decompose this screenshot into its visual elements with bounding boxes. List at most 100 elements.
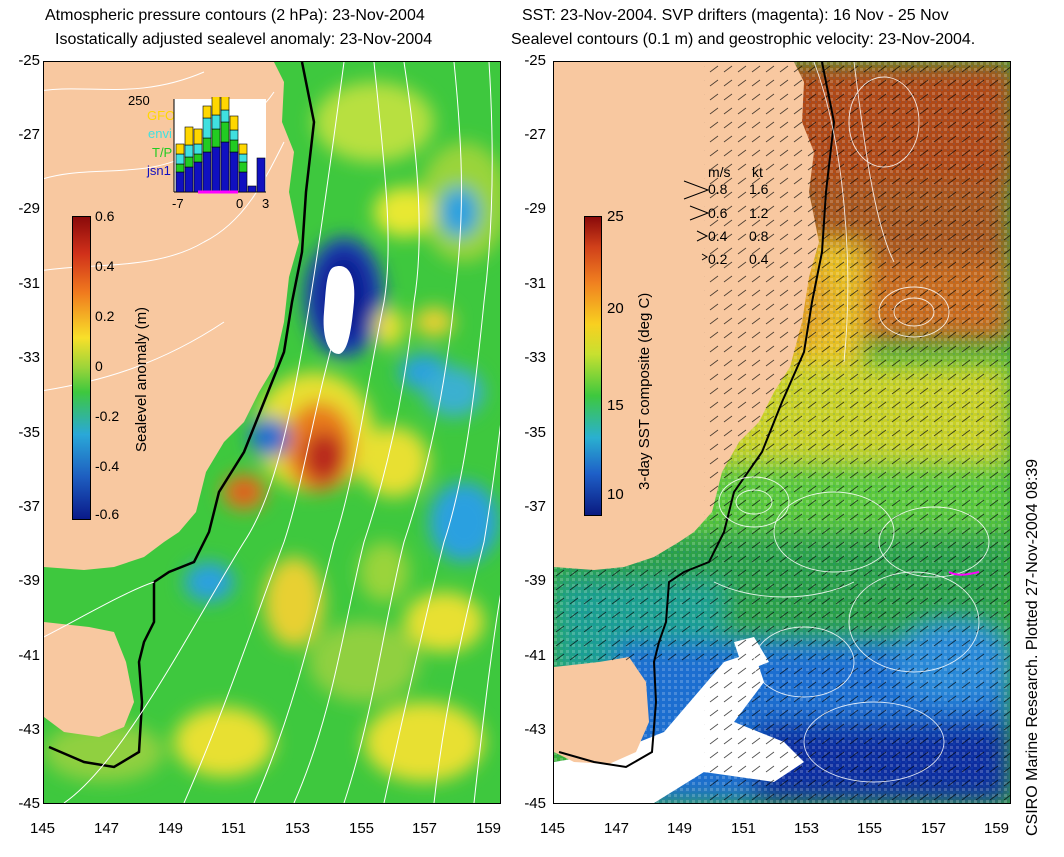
velocity-legend-ms: 0.4 (708, 228, 728, 244)
histogram-bar-segment (184, 126, 194, 146)
left-lon-label: 147 (94, 820, 120, 837)
right-lat-label: -31 (524, 275, 546, 292)
sealevel-colorbar-tick: 0.2 (95, 308, 115, 324)
histogram-bar-segment (238, 161, 248, 173)
sst-colorbar-tick: 20 (607, 300, 624, 317)
left-lon-label: 145 (30, 820, 56, 837)
velocity-legend-kt: 1.2 (749, 205, 769, 221)
left-lat-label: -45 (18, 795, 40, 812)
left-lat-label: -33 (18, 349, 40, 366)
left-lon-label: 157 (412, 820, 438, 837)
right-lat-label: -27 (524, 126, 546, 143)
sst-map-graphic (554, 62, 1010, 803)
sealevel-colorbar-tick: -0.6 (95, 506, 120, 522)
right-lon-label: 155 (857, 820, 883, 837)
right-lat-label: -25 (524, 52, 546, 69)
left-lon-label: 151 (221, 820, 247, 837)
right-lat-label: -29 (524, 200, 546, 217)
left-lat-label: -25 (18, 52, 40, 69)
right-lat-label: -45 (524, 795, 546, 812)
sealevel-colorbar-tick: -0.4 (95, 458, 120, 474)
sealevel-colorbar-tick: 0.6 (95, 208, 115, 224)
left-lon-label: 159 (476, 820, 502, 837)
right-lat-label: -35 (524, 424, 546, 441)
histogram-bar-segment (202, 117, 212, 139)
sealevel-colorbar-tick: 0.4 (95, 258, 115, 274)
left-lat-label: -43 (18, 721, 40, 738)
inset-max-label: 250 (128, 93, 150, 108)
histogram-bar-segment (202, 151, 212, 193)
sst-colorbar-tick: 25 (607, 208, 624, 225)
velocity-legend-header-kt: kt (752, 164, 763, 180)
left-lat-label: -39 (18, 572, 40, 589)
velocity-legend-header-ms: m/s (708, 164, 731, 180)
sst-colorbar-tick: 10 (607, 486, 624, 503)
inset-legend-jsn1: jsn1 (147, 163, 171, 178)
velocity-legend-ms: 0.8 (708, 181, 728, 197)
left-lon-label: 155 (349, 820, 375, 837)
velocity-legend-kt: 0.8 (749, 228, 769, 244)
histogram-bar-segment (175, 171, 185, 193)
histogram-bar-segment (229, 151, 239, 193)
histogram-bar-segment (193, 161, 203, 193)
histogram-bar-segment (193, 143, 203, 155)
sealevel-colorbar (72, 216, 91, 520)
histogram-bar-segment (220, 141, 230, 193)
velocity-legend-kt: 0.4 (749, 251, 769, 267)
velocity-legend-kt: 1.6 (749, 181, 769, 197)
histogram-bar-segment (211, 114, 221, 130)
left-lat-label: -31 (18, 275, 40, 292)
histogram-bar-segment (238, 171, 248, 193)
histogram-bar-segment (229, 115, 239, 131)
inset-legend-envi: envi (148, 126, 172, 141)
right-lat-label: -37 (524, 498, 546, 515)
right-lat-label: -39 (524, 572, 546, 589)
right-lon-label: 153 (794, 820, 820, 837)
histogram-bar-segment (202, 105, 212, 119)
inset-x-label-max: 3 (262, 196, 270, 211)
right-lon-label: 157 (921, 820, 947, 837)
left-lon-label: 149 (158, 820, 184, 837)
inset-legend-gfo: GFO (147, 108, 176, 123)
histogram-bar-segment (256, 157, 266, 193)
histogram-bar-segment (175, 163, 185, 173)
sst-colorbar-tick: 15 (607, 397, 624, 414)
left-lat-label: -37 (18, 498, 40, 515)
velocity-legend-ms: 0.6 (708, 205, 728, 221)
velocity-legend-arrows (683, 180, 710, 261)
histogram-bar-segment (184, 166, 194, 193)
histogram-bar-segment (220, 121, 230, 143)
right-lat-label: -33 (524, 349, 546, 366)
left-lat-label: -29 (18, 200, 40, 217)
left-lat-label: -41 (18, 647, 40, 664)
right-lon-label: 151 (731, 820, 757, 837)
right-lon-label: 149 (667, 820, 693, 837)
histogram-bar-segment (184, 156, 194, 168)
left-lat-label: -27 (18, 126, 40, 143)
inset-legend-tp: T/P (152, 145, 173, 160)
altimeter-data-histogram (173, 97, 266, 194)
histogram-bar-segment (175, 143, 185, 155)
right-lat-label: -41 (524, 647, 546, 664)
left-title-line1: Atmospheric pressure contours (2 hPa): 2… (45, 7, 425, 24)
histogram-bar-segment (211, 146, 221, 193)
right-lon-label: 145 (540, 820, 566, 837)
sst-colorbar-label: 3-day SST composite (deg C) (636, 292, 653, 490)
right-lon-label: 147 (604, 820, 630, 837)
sealevel-colorbar-tick: 0 (95, 358, 103, 374)
right-title-line1: SST: 23-Nov-2004. SVP drifters (magenta)… (522, 7, 949, 24)
velocity-legend-ms: 0.2 (708, 251, 728, 267)
sst-colorbar (584, 216, 602, 516)
histogram-bar-segment (220, 97, 230, 111)
right-lon-label: 159 (984, 820, 1010, 837)
histogram-bar-segment (193, 153, 203, 163)
histogram-bar-segment (229, 139, 239, 153)
left-lat-label: -35 (18, 424, 40, 441)
histogram-bar-segment (211, 97, 221, 116)
histogram-bar-segment (229, 129, 239, 141)
plot-credit: CSIRO Marine Research. Plotted 27-Nov-20… (1024, 458, 1041, 836)
histogram-bar-segment (220, 109, 230, 123)
sealevel-colorbar-tick: -0.2 (95, 408, 120, 424)
right-lat-label: -43 (524, 721, 546, 738)
histogram-bar-segment (211, 128, 221, 148)
